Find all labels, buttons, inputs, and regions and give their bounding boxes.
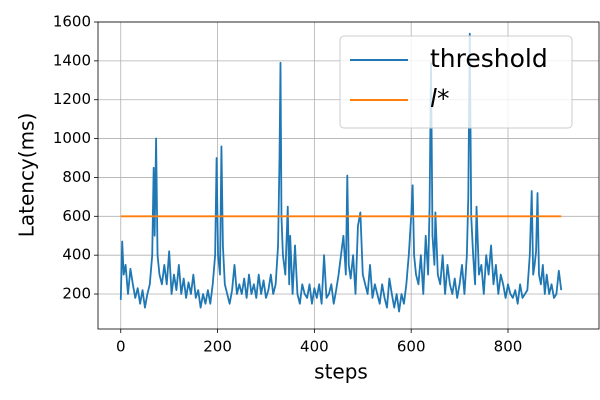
y-tick-label: 1400	[53, 51, 91, 69]
y-tick-label: 1200	[53, 90, 91, 108]
y-tick-label: 800	[62, 168, 91, 186]
x-tick-label: 800	[494, 338, 523, 356]
x-axis-label: steps	[314, 360, 368, 384]
series-line	[119, 32, 563, 313]
y-tick-label: 200	[62, 285, 91, 303]
y-axis-label: Latency(ms)	[15, 113, 39, 238]
x-tick-label: 600	[397, 338, 426, 356]
y-tick-label: 1600	[53, 13, 91, 31]
y-tick-label: 600	[62, 207, 91, 225]
plot-frame	[97, 21, 600, 330]
y-tick-label: 400	[62, 246, 91, 264]
legend-label: l*	[430, 84, 449, 113]
x-tick-label: 200	[203, 338, 232, 356]
legend-label: threshold	[430, 44, 548, 73]
y-tick-label: 1000	[53, 129, 91, 147]
x-tick-label: 400	[300, 338, 329, 356]
x-tick-label: 0	[116, 338, 126, 356]
